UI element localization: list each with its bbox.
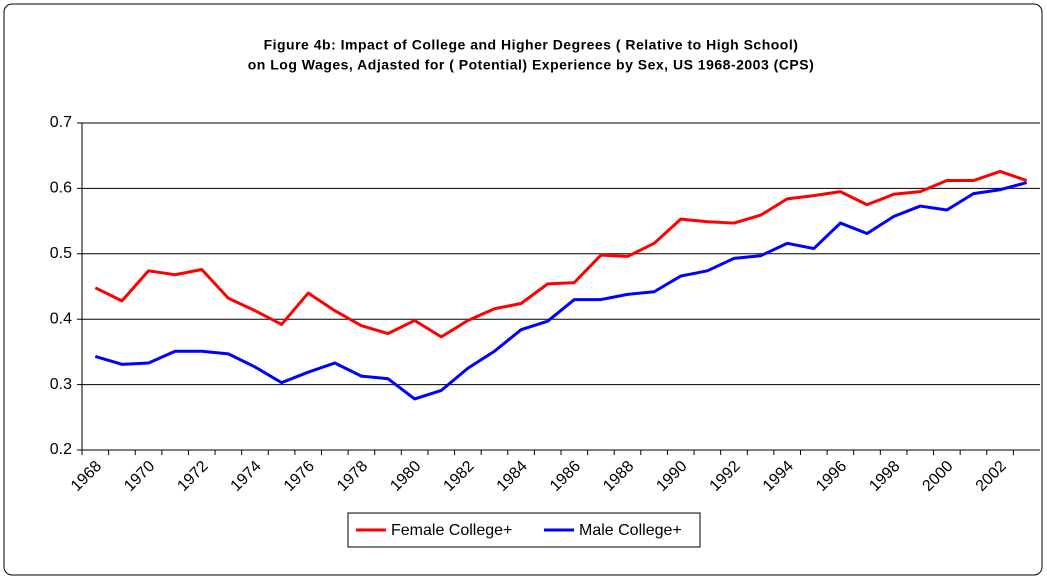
y-tick-label: 0.6 (50, 180, 72, 197)
series-line (94, 169, 1028, 339)
series-line (94, 181, 1028, 401)
legend-label: Female College+ (391, 522, 512, 539)
legend-label: Male College+ (579, 522, 682, 539)
y-tick-label: 0.5 (50, 245, 72, 262)
y-tick-label: 0.7 (50, 114, 72, 131)
chart-border (3, 3, 1043, 576)
chart-title: Figure 4b: Impact of College and Higher … (264, 37, 799, 53)
y-tick-label: 0.4 (50, 310, 72, 327)
legend-box (347, 512, 701, 548)
chart-title: on Log Wages, Adjasted for ( Potential) … (248, 57, 815, 73)
y-tick-label: 0.2 (50, 441, 72, 458)
y-tick-label: 0.3 (50, 376, 72, 393)
